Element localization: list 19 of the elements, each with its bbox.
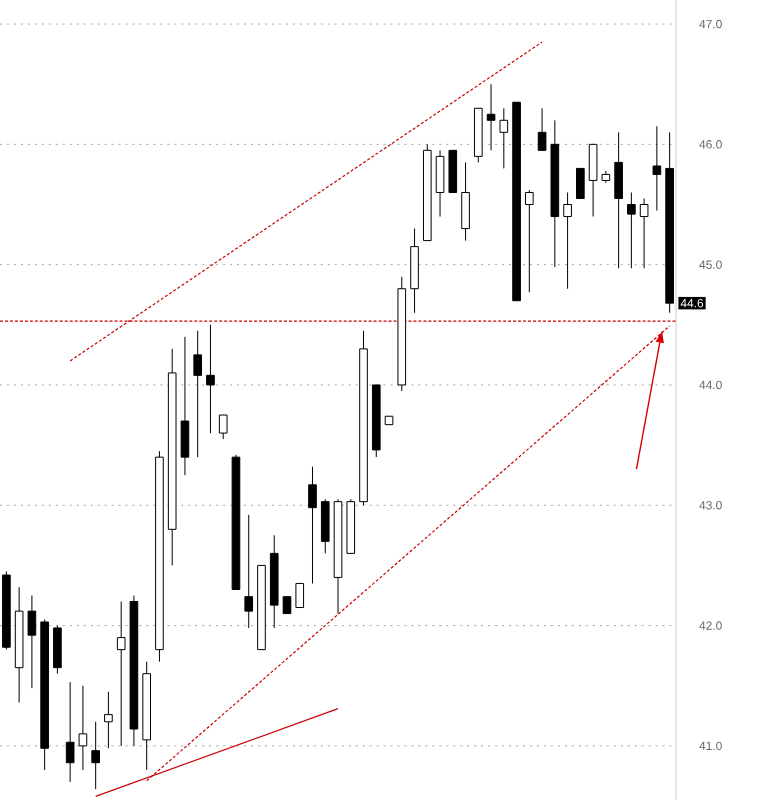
candlestick — [308, 466, 317, 584]
candlestick — [410, 228, 419, 314]
candlestick — [639, 197, 649, 269]
candlestick — [627, 191, 636, 269]
candlestick — [193, 330, 203, 458]
candlestick — [244, 514, 254, 629]
candlestick — [614, 131, 623, 269]
candlestick — [218, 414, 228, 440]
candlestick — [91, 721, 100, 790]
candlestick — [563, 191, 572, 290]
candlestick — [652, 125, 662, 212]
candlestick — [525, 189, 534, 293]
candlestick — [104, 691, 113, 749]
candlestick — [461, 161, 470, 242]
candlestick — [206, 324, 215, 434]
candlestick — [576, 167, 585, 199]
candlestick — [53, 625, 62, 675]
candlestick — [295, 582, 305, 609]
candlestick — [320, 498, 330, 554]
